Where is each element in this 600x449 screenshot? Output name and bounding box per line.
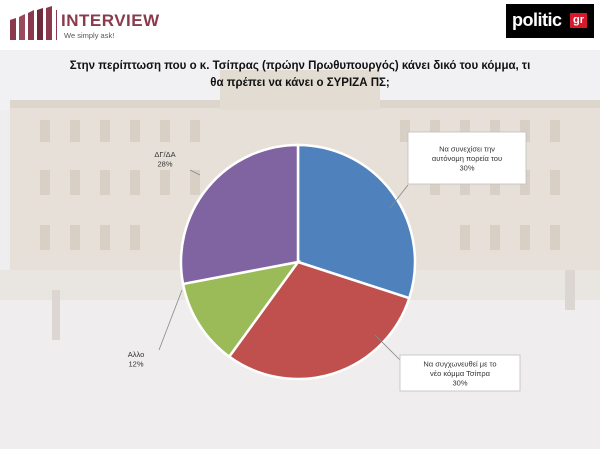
- pie-slice-2: [227, 260, 411, 381]
- label-box-1: [407, 131, 527, 185]
- leader-line-2: [374, 334, 401, 361]
- slice-value-3: 12%: [128, 360, 143, 369]
- slice-label-text-3: Αλλο: [128, 350, 145, 359]
- slice-value-4: 28%: [157, 160, 172, 169]
- interview-tagline: We simply ask!: [64, 31, 115, 40]
- slice-label-text-2: νέο κόμμα Τσίπρα: [430, 369, 491, 378]
- slice-label-text-4: ΔΓ/ΔΑ: [154, 150, 175, 159]
- slice-label-text-2: Να συγχωνευθεί με το: [423, 359, 496, 368]
- slice-label-text-1: Να συνεχίσει την: [439, 144, 495, 153]
- politic-gr-badge: gr: [570, 13, 587, 28]
- leader-line-3: [158, 289, 183, 351]
- label-box-2: [399, 354, 521, 392]
- pie-slice-1: [296, 143, 417, 300]
- slice-value-1: 30%: [459, 163, 474, 172]
- header-bar: [0, 0, 600, 50]
- interview-logo: INTERVIEW We simply ask!: [8, 6, 168, 42]
- chart-title-line-2: θα πρέπει να κάνει ο ΣΥΡΙΖΑ ΠΣ;: [210, 77, 390, 89]
- interview-logo-separator: [56, 10, 57, 40]
- politic-word: politic: [512, 10, 562, 30]
- chart-title-line-1: Στην περίπτωση που ο κ. Τσίπρας (πρώην Π…: [69, 60, 531, 72]
- chart-title: Στην περίπτωση που ο κ. Τσίπρας (πρώην Π…: [40, 58, 560, 92]
- pie-slice-3: [181, 260, 301, 359]
- politic-logo: politic gr: [506, 4, 594, 38]
- interview-logo-bars-icon: [10, 6, 52, 40]
- interview-brand: INTERVIEW: [61, 11, 160, 30]
- leader-line-4: [189, 169, 201, 176]
- pie-slice-4: [179, 143, 300, 286]
- slice-label-text-1: αυτόνομη πορεία του: [432, 154, 502, 163]
- slice-value-2: 30%: [452, 378, 467, 387]
- leader-line-1: [389, 184, 409, 209]
